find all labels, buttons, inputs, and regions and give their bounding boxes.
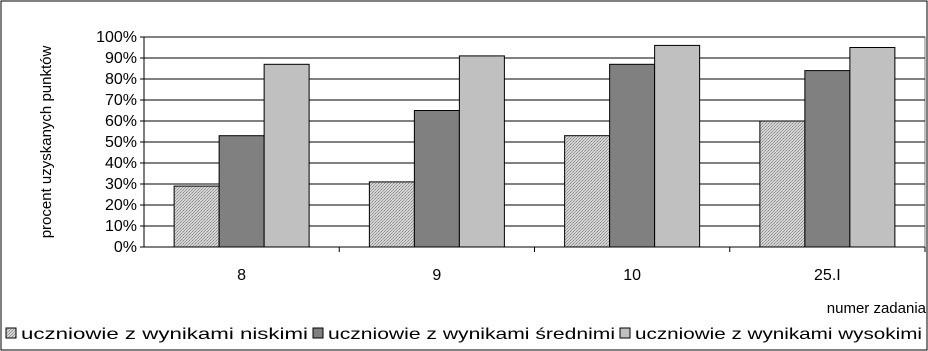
y-tick-label: 70% xyxy=(105,92,137,109)
y-tick-label: 40% xyxy=(105,155,137,172)
legend-swatch xyxy=(312,327,324,339)
x-tick-label: 8 xyxy=(237,267,246,284)
bar xyxy=(368,181,415,248)
bar xyxy=(413,110,460,248)
y-tick-label: 50% xyxy=(105,134,137,151)
y-tick-label: 60% xyxy=(105,113,137,130)
y-tick-label: 10% xyxy=(105,218,137,235)
bar xyxy=(759,120,806,248)
axes xyxy=(140,36,926,252)
legend-label: uczniowie z wynikami średnimi xyxy=(328,326,615,343)
x-tick-labels: 8 9 10 25.I xyxy=(237,267,841,284)
bars xyxy=(173,44,896,248)
y-tick-label: 20% xyxy=(105,197,137,214)
y-tick-label: 90% xyxy=(105,50,137,67)
bar xyxy=(458,55,505,248)
x-tick-label: 10 xyxy=(623,267,641,284)
legend: uczniowie z wynikami niskimi uczniowie z … xyxy=(5,326,922,343)
bar xyxy=(609,63,656,248)
x-tick-label: 9 xyxy=(432,267,441,284)
y-tick-label: 30% xyxy=(105,176,137,193)
y-tick-label: 80% xyxy=(105,71,137,88)
legend-swatch xyxy=(619,327,631,339)
legend-label: uczniowie z wynikami niskimi xyxy=(21,326,308,343)
y-tick-label: 0% xyxy=(114,239,137,256)
y-axis-title: procent uzyskanych punktów xyxy=(38,46,55,239)
legend-swatch xyxy=(5,327,17,339)
y-tick-label: 100% xyxy=(96,29,137,46)
bar xyxy=(804,70,851,248)
bar xyxy=(263,63,310,248)
bar xyxy=(173,185,220,248)
bar xyxy=(849,47,896,248)
y-tick-labels: 0% 10% 20% 30% 40% 50% 60% 70% 80% 90% 100% xyxy=(96,29,137,256)
bar xyxy=(564,135,611,248)
legend-label: uczniowie z wynikami wysokimi xyxy=(635,326,922,343)
bar xyxy=(654,44,701,248)
x-tick-label: 25.I xyxy=(814,267,841,284)
x-axis-title: numer zadania xyxy=(827,300,927,317)
bar xyxy=(218,135,265,248)
